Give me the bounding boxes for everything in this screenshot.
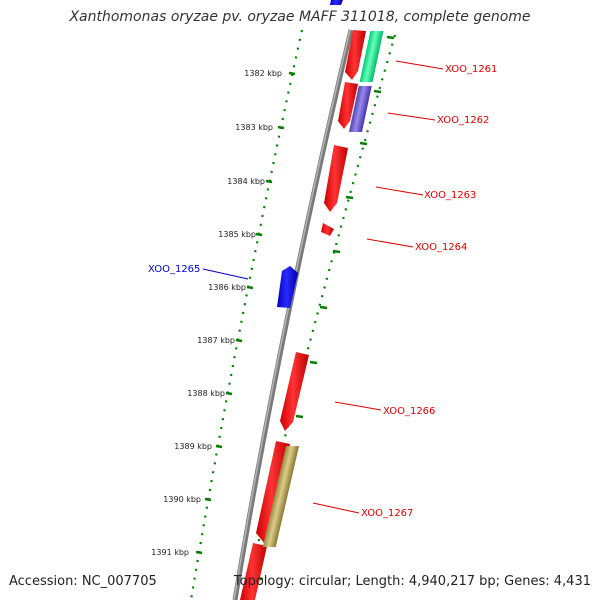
scale-label-1389: 1389 kbp: [174, 442, 212, 451]
scale-label-1390: 1390 kbp: [163, 495, 201, 504]
inner-tick: [255, 232, 263, 237]
map-title: Xanthomonas oryzae pv. oryzae MAFF 31101…: [69, 9, 531, 25]
scale-label-1391: 1391 kbp: [151, 548, 189, 557]
gene-arrow-xoo-1265: [277, 266, 298, 308]
genome-summary-text: Topology: circular; Length: 4,940,217 bp…: [233, 574, 591, 589]
leader-line-xoo-1264: [366, 238, 414, 248]
scale-label-1382: 1382 kbp: [244, 69, 282, 78]
gene-arrow-xoo-1261: [345, 30, 366, 80]
inner-tick: [215, 444, 223, 449]
genome-backbone: [232, 29, 354, 600]
gene-fragment-bottom-red: [240, 543, 267, 600]
gene-arrow-xoo-1264: [321, 223, 334, 236]
gene-arrow-xoo-1263: [324, 145, 348, 212]
inner-tick: [235, 338, 243, 343]
leader-line-xoo-1265: [202, 268, 249, 280]
leader-line-xoo-1261: [395, 60, 444, 70]
scale-label-1386: 1386 kbp: [208, 283, 246, 292]
scale-label-1383: 1383 kbp: [235, 123, 273, 132]
scale-label-1387: 1387 kbp: [197, 336, 235, 345]
inner-tick: [204, 497, 212, 502]
outer-tick: [345, 195, 354, 200]
gene-label-xoo-1264[interactable]: XOO_1264: [415, 242, 467, 253]
leader-line-xoo-1267: [312, 502, 360, 514]
outer-tick: [332, 249, 341, 254]
inner-tick: [288, 71, 296, 76]
inner-tick: [246, 285, 254, 290]
feature-block-green: [359, 31, 384, 82]
leader-line-xoo-1263: [375, 186, 424, 196]
gene-label-xoo-1263[interactable]: XOO_1263: [424, 190, 476, 201]
outer-tick: [373, 89, 382, 94]
gene-label-xoo-1266[interactable]: XOO_1266: [383, 406, 435, 417]
genome-backbone-highlight: [233, 29, 351, 600]
feature-block-khaki: [262, 446, 300, 547]
gene-label-xoo-1265[interactable]: XOO_1265: [148, 264, 200, 275]
outer-tick: [319, 305, 328, 310]
outer-tick: [386, 35, 395, 40]
scale-label-1388: 1388 kbp: [187, 389, 225, 398]
inner-ruler-track: [189, 29, 304, 600]
gene-label-xoo-1262[interactable]: XOO_1262: [437, 115, 489, 126]
gene-arrow-xoo-1262: [338, 82, 358, 129]
outer-tick: [295, 414, 304, 419]
inner-tick: [265, 179, 273, 184]
outer-tick: [309, 360, 318, 365]
inner-tick: [225, 391, 233, 396]
feature-block-purple: [348, 86, 372, 132]
gene-fragment-top-blue: [330, 0, 343, 5]
gene-arrow-xoo-1266: [280, 352, 309, 431]
inner-tick: [195, 550, 203, 555]
gene-label-xoo-1261[interactable]: XOO_1261: [445, 64, 497, 75]
leader-line-xoo-1266: [334, 401, 382, 411]
accession-text: Accession: NC_007705: [9, 574, 157, 589]
gene-label-xoo-1267[interactable]: XOO_1267: [361, 508, 413, 519]
scale-label-1384: 1384 kbp: [227, 177, 265, 186]
outer-tick: [359, 141, 368, 146]
leader-line-xoo-1262: [387, 112, 436, 121]
inner-tick: [277, 125, 285, 130]
scale-label-1385: 1385 kbp: [218, 230, 256, 239]
inner-ruler-ticks: [195, 71, 296, 555]
